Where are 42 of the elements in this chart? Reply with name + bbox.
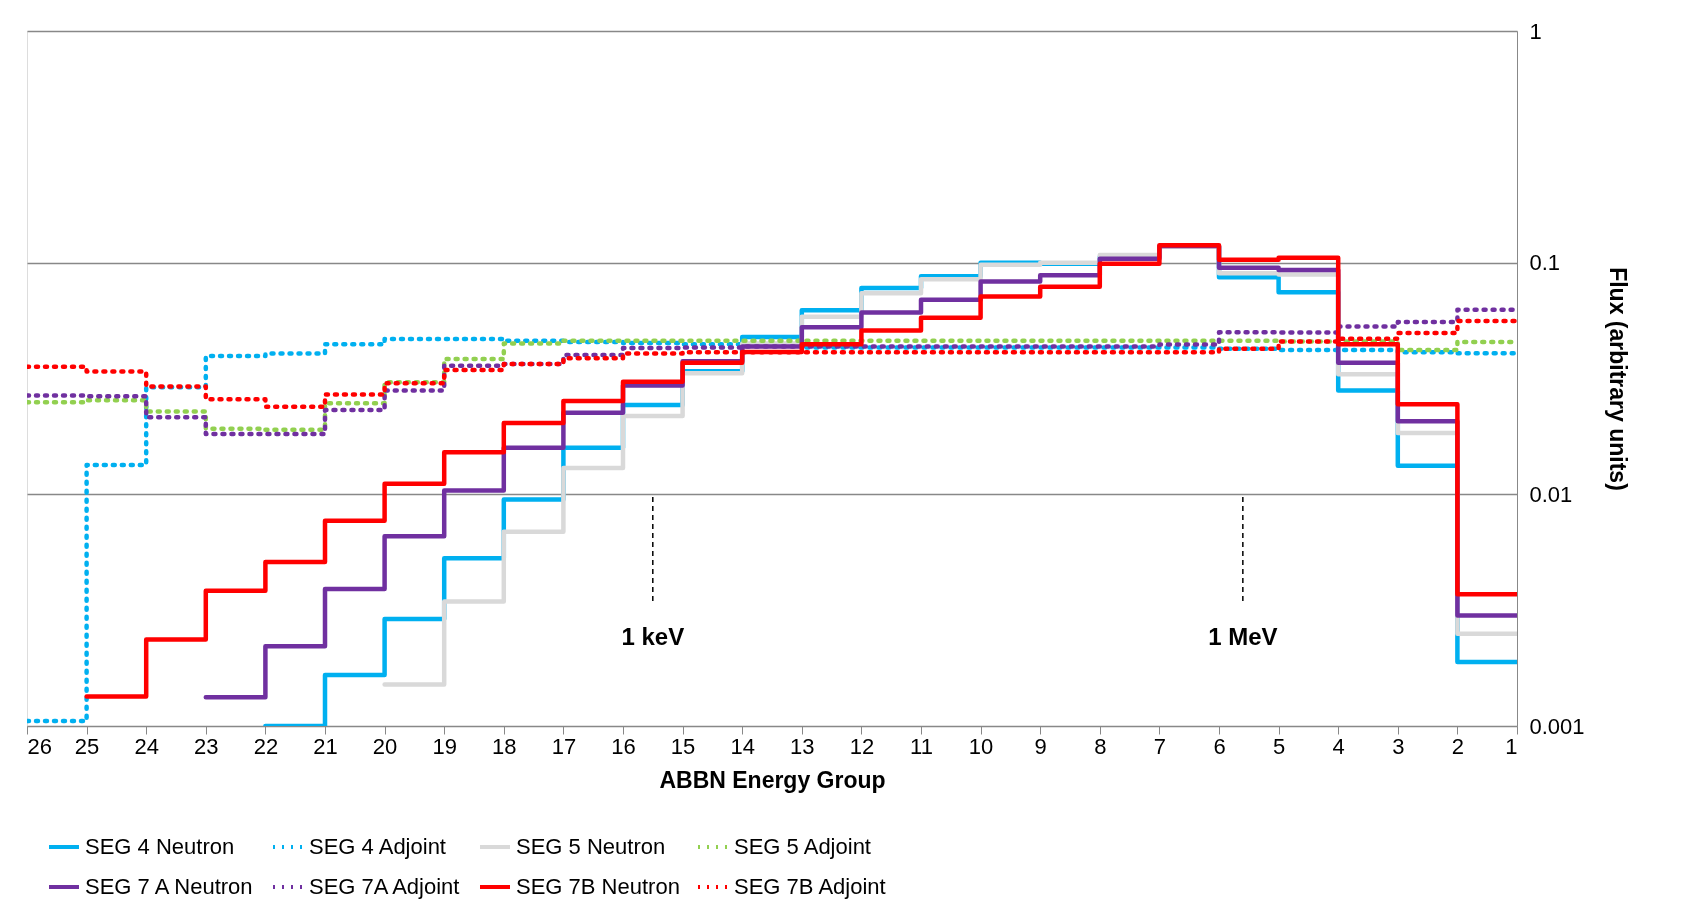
- x-tick-label: 25: [74, 733, 100, 759]
- y-axis-title: Flux (arbitrary units): [1604, 267, 1631, 491]
- x-tick-label: 17: [551, 733, 577, 759]
- legend-label: SEG 7B Adjoint: [734, 874, 886, 899]
- x-tick-label: 7: [1153, 733, 1167, 759]
- x-tick-label: 18: [492, 733, 517, 759]
- x-tick-label: 23: [194, 733, 219, 759]
- x-tick-label: 14: [730, 733, 755, 759]
- x-tick-label: 6: [1213, 733, 1226, 759]
- x-tick-label: 13: [790, 733, 815, 759]
- legend-label: SEG 7B Neutron: [516, 874, 680, 899]
- legend-label: SEG 5 Neutron: [516, 834, 666, 859]
- legend-label: SEG 7A Adjoint: [309, 874, 460, 899]
- x-tick-label: 2: [1451, 733, 1465, 759]
- x-tick-label: 10: [968, 733, 994, 759]
- x-tick-label: 16: [611, 733, 636, 759]
- legend-label: SEG 4 Neutron: [85, 834, 235, 859]
- y-tick-label: 0.001: [1529, 713, 1585, 739]
- legend-label: SEG 7 A Neutron: [85, 874, 253, 899]
- x-tick-label: 26: [27, 733, 52, 759]
- x-tick-label: 3: [1392, 733, 1405, 759]
- x-tick-label: 9: [1034, 733, 1047, 759]
- x-tick-label: 20: [372, 733, 398, 759]
- x-tick-label: 1: [1505, 733, 1518, 759]
- x-tick-label: 24: [134, 733, 159, 759]
- y-tick-label: 0.1: [1529, 250, 1561, 276]
- ref-line-label: 1 MeV: [1208, 623, 1278, 650]
- y-tick-label: 0.01: [1529, 481, 1573, 507]
- x-tick-label: 12: [849, 733, 875, 759]
- x-tick-label: 22: [253, 733, 279, 759]
- x-tick-label: 15: [670, 733, 696, 759]
- x-axis-title: ABBN Energy Group: [659, 766, 886, 793]
- legend-label: SEG 4 Adjoint: [309, 834, 446, 859]
- x-tick-label: 21: [313, 733, 338, 759]
- x-tick-label: 5: [1272, 733, 1286, 759]
- x-tick-label: 8: [1094, 733, 1107, 759]
- y-tick-label: 1: [1529, 18, 1542, 44]
- legend-label: SEG 5 Adjoint: [734, 834, 871, 859]
- ref-line-label: 1 keV: [621, 623, 685, 650]
- x-tick-label: 11: [910, 733, 933, 759]
- x-tick-label: 4: [1332, 733, 1345, 759]
- x-tick-label: 19: [432, 733, 457, 759]
